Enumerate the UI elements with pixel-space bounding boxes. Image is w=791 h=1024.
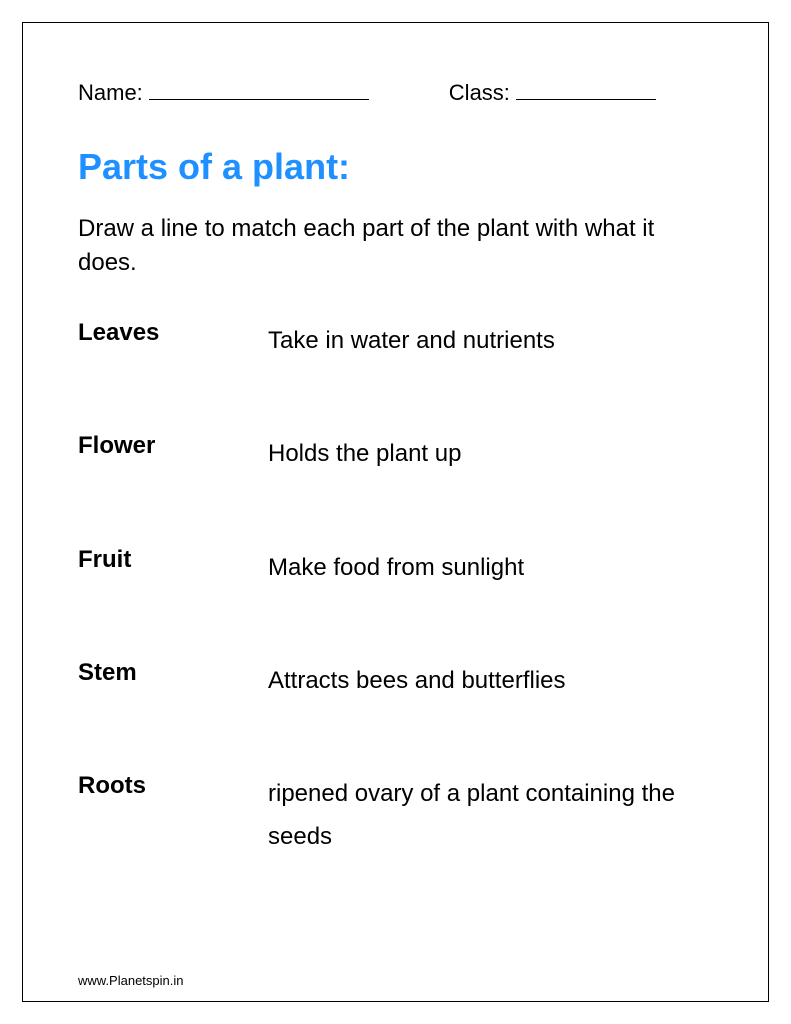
worksheet-content: Name: Class: Parts of a plant: Draw a li… [22,22,769,1002]
class-field: Class: [449,78,656,106]
part-label: Roots [78,772,268,800]
part-label: Fruit [78,546,268,574]
name-label: Name: [78,80,143,106]
matching-grid: Leaves Take in water and nutrients Flowe… [78,319,713,858]
header-row: Name: Class: [78,78,713,106]
class-label: Class: [449,80,510,106]
part-label: Stem [78,659,268,687]
function-text: Holds the plant up [268,432,713,475]
part-label: Leaves [78,319,268,347]
name-underline[interactable] [149,78,369,100]
function-text: Attracts bees and butterflies [268,659,713,702]
function-text: Make food from sunlight [268,546,713,589]
class-underline[interactable] [516,78,656,100]
part-label: Flower [78,432,268,460]
function-text: Take in water and nutrients [268,319,713,362]
footer-url: www.Planetspin.in [78,973,184,988]
name-field: Name: [78,78,369,106]
function-text: ripened ovary of a plant containing the … [268,772,713,858]
instruction-text: Draw a line to match each part of the pl… [78,212,713,279]
worksheet-title: Parts of a plant: [78,146,713,188]
